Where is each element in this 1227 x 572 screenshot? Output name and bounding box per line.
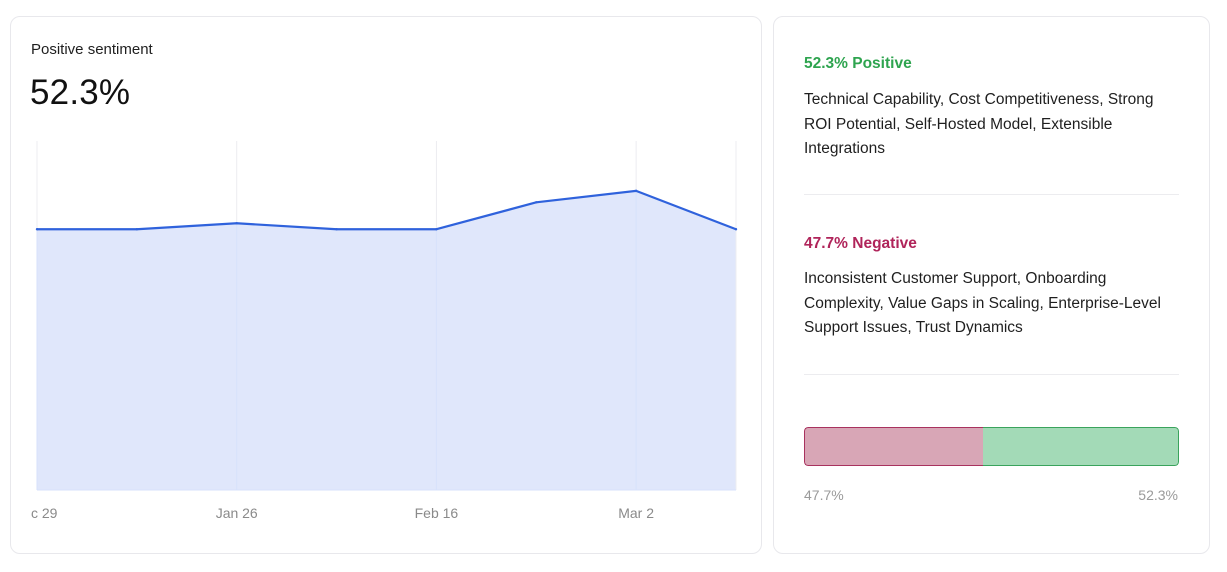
positive-percent-label: 52.3% — [1138, 487, 1178, 503]
data-point — [335, 228, 338, 231]
data-point — [535, 201, 538, 204]
positive-heading: 52.3% Positive — [804, 55, 912, 72]
divider — [804, 374, 1179, 375]
negative-segment — [804, 427, 983, 466]
data-point — [435, 228, 438, 231]
x-tick-label: Jan 26 — [216, 505, 258, 521]
positive-themes: Technical Capability, Cost Competitivene… — [804, 91, 1154, 157]
series-line — [37, 189, 737, 231]
sentiment-summary-card: 52.3% Positive Technical Capability, Cos… — [773, 16, 1210, 554]
sentiment-area-chart: c 29 Jan 26 Feb 16 Mar 2 — [31, 141, 738, 521]
positive-segment — [982, 427, 1179, 466]
sentiment-chart-card: Positive sentiment 52.3% c 29 Jan 26 Feb 1… — [10, 16, 762, 554]
data-point — [734, 228, 738, 231]
negative-percent-label: 47.7% — [804, 487, 844, 503]
metric-value: 52.3% — [30, 73, 131, 112]
x-tick-label: Feb 16 — [415, 505, 459, 521]
negative-heading: 47.7% Negative — [804, 235, 917, 252]
data-point — [634, 189, 638, 193]
data-point — [135, 228, 139, 231]
area-fill — [37, 190, 736, 490]
x-tick-label: c 29 — [31, 505, 58, 521]
negative-themes: Inconsistent Customer Support, Onboardin… — [804, 270, 1161, 336]
sentiment-split-bar — [804, 427, 1179, 466]
x-tick-label: Mar 2 — [618, 505, 654, 521]
data-point — [235, 222, 238, 225]
metric-label: Positive sentiment — [31, 41, 153, 58]
data-point — [35, 228, 39, 231]
divider — [804, 194, 1179, 195]
